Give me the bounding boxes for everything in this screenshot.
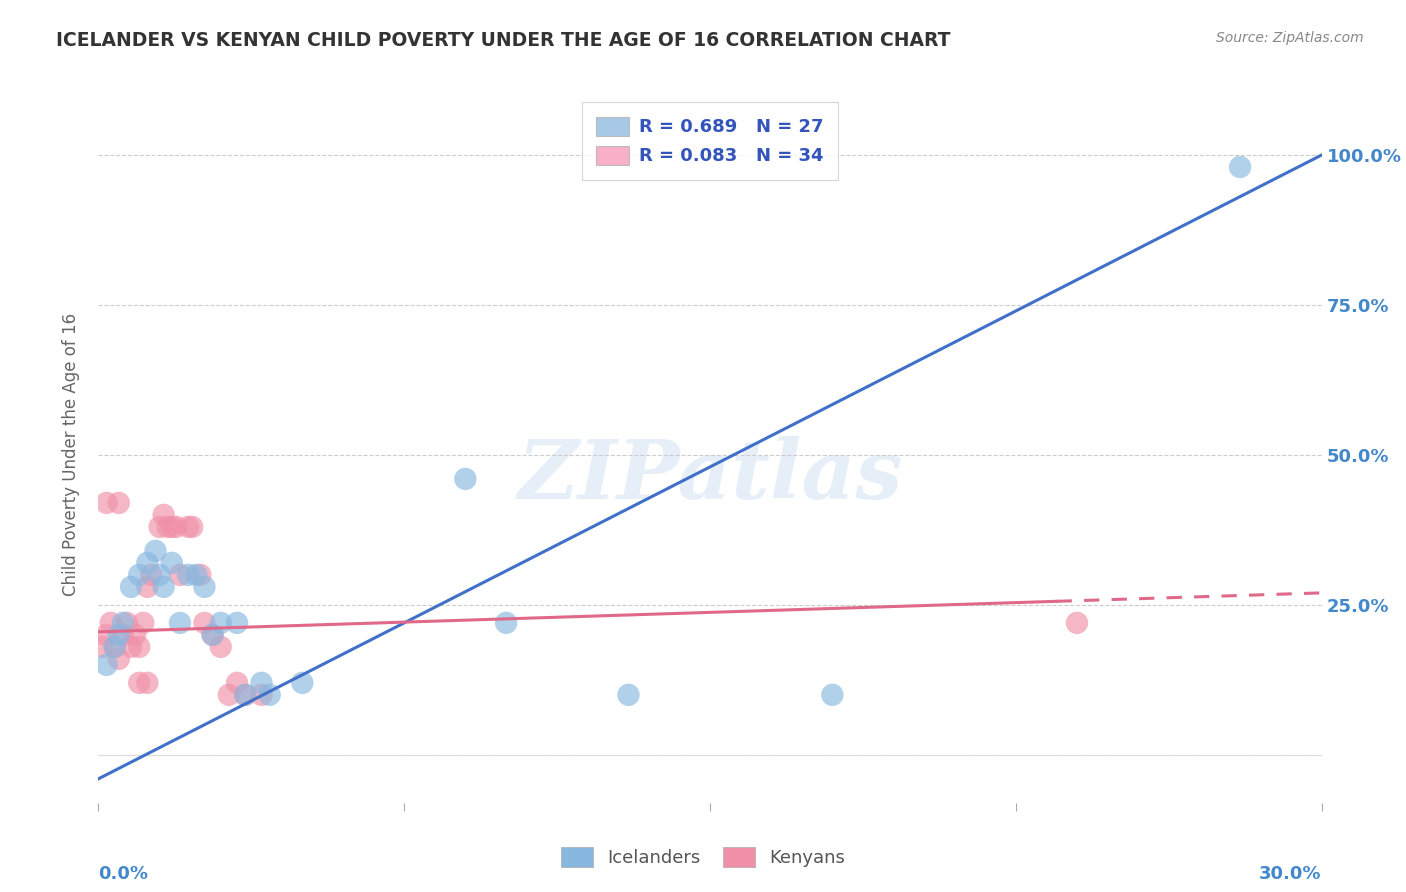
Point	[201, 628, 224, 642]
Point	[128, 640, 150, 654]
Point	[226, 615, 249, 630]
Point	[111, 615, 134, 630]
Point	[821, 688, 844, 702]
Point	[233, 688, 256, 702]
Point	[1066, 615, 1088, 630]
Point	[1229, 160, 1251, 174]
Point	[96, 657, 118, 672]
Legend: Icelanders, Kenyans: Icelanders, Kenyans	[554, 839, 852, 874]
Point	[181, 520, 204, 534]
Point	[152, 508, 174, 522]
Point	[115, 615, 138, 630]
Point	[149, 567, 172, 582]
Text: 0.0%: 0.0%	[98, 865, 149, 883]
Point	[124, 628, 146, 642]
Point	[136, 580, 159, 594]
Point	[91, 640, 114, 654]
Point	[495, 615, 517, 630]
Point	[291, 676, 314, 690]
Point	[108, 652, 131, 666]
Point	[104, 640, 127, 654]
Point	[193, 615, 215, 630]
Point	[177, 567, 200, 582]
Text: Source: ZipAtlas.com: Source: ZipAtlas.com	[1216, 31, 1364, 45]
Point	[128, 676, 150, 690]
Point	[136, 676, 159, 690]
Text: 30.0%: 30.0%	[1260, 865, 1322, 883]
Point	[177, 520, 200, 534]
Point	[100, 615, 122, 630]
Point	[454, 472, 477, 486]
Point	[160, 556, 183, 570]
Point	[141, 567, 163, 582]
Point	[201, 628, 224, 642]
Point	[120, 640, 142, 654]
Point	[160, 520, 183, 534]
Point	[209, 640, 232, 654]
Point	[233, 688, 256, 702]
Point	[165, 520, 187, 534]
Y-axis label: Child Poverty Under the Age of 16: Child Poverty Under the Age of 16	[62, 313, 80, 597]
Point	[169, 567, 191, 582]
Point	[218, 688, 240, 702]
Point	[169, 615, 191, 630]
Point	[145, 544, 167, 558]
Point	[259, 688, 281, 702]
Point	[96, 496, 118, 510]
Point	[617, 688, 640, 702]
Point	[250, 688, 273, 702]
Point	[209, 615, 232, 630]
Point	[149, 520, 172, 534]
Point	[128, 567, 150, 582]
Point	[250, 676, 273, 690]
Legend: R = 0.689   N = 27, R = 0.083   N = 34: R = 0.689 N = 27, R = 0.083 N = 34	[582, 103, 838, 180]
Point	[226, 676, 249, 690]
Text: ICELANDER VS KENYAN CHILD POVERTY UNDER THE AGE OF 16 CORRELATION CHART: ICELANDER VS KENYAN CHILD POVERTY UNDER …	[56, 31, 950, 50]
Point	[152, 580, 174, 594]
Point	[188, 567, 212, 582]
Point	[136, 556, 159, 570]
Point	[120, 580, 142, 594]
Point	[111, 628, 134, 642]
Point	[104, 640, 127, 654]
Point	[108, 496, 131, 510]
Point	[186, 567, 208, 582]
Point	[96, 628, 118, 642]
Point	[132, 615, 155, 630]
Point	[156, 520, 179, 534]
Point	[193, 580, 215, 594]
Point	[108, 628, 131, 642]
Text: ZIPatlas: ZIPatlas	[517, 436, 903, 516]
